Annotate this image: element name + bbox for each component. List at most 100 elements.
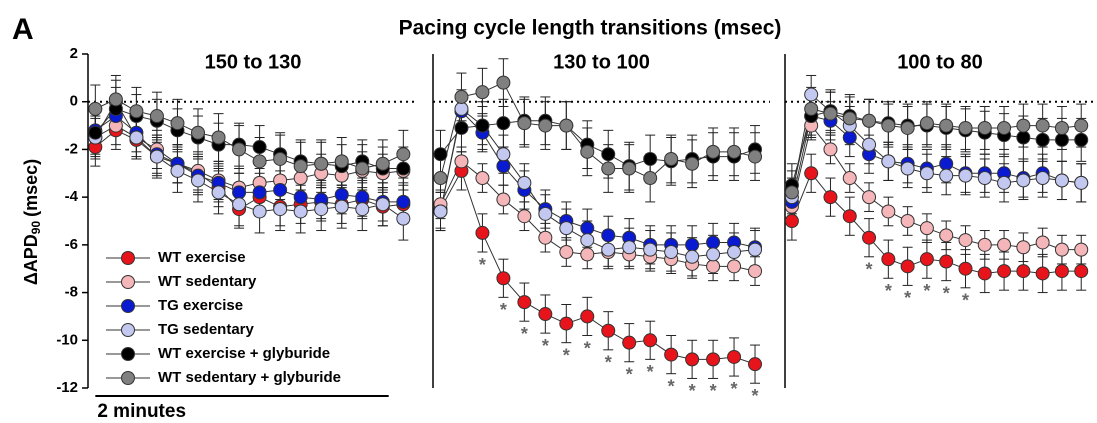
y-tick-label: -2: [65, 140, 78, 157]
data-point: [804, 166, 819, 181]
legend-label: TG sedentary: [158, 321, 255, 338]
data-point: [685, 156, 700, 171]
data-point: [643, 242, 658, 257]
data-point: [580, 247, 595, 262]
data-point: [454, 154, 469, 169]
data-point: [396, 211, 411, 226]
data-point: [517, 116, 532, 131]
data-point: [727, 349, 742, 364]
data-point: [88, 101, 103, 116]
data-point: [997, 237, 1012, 252]
data-point: [881, 204, 896, 219]
data-point: [601, 242, 616, 257]
data-point: [396, 194, 411, 209]
data-point: [580, 221, 595, 236]
panel-title: 130 to 100: [553, 51, 650, 73]
data-point: [1074, 132, 1089, 147]
y-tick-label: -6: [65, 236, 78, 253]
data-point: [355, 190, 370, 205]
data-point: [496, 75, 511, 90]
panel-title: 100 to 80: [897, 51, 983, 73]
data-point: [1054, 120, 1069, 135]
data-point: [580, 233, 595, 248]
data-point: [919, 116, 934, 131]
data-point: [958, 120, 973, 135]
data-point: [842, 111, 857, 126]
data-point: [375, 197, 390, 212]
data-point: [977, 171, 992, 186]
significance-star: *: [962, 291, 969, 311]
data-point: [252, 154, 267, 169]
data-point: [842, 130, 857, 145]
data-point: [1074, 242, 1089, 257]
significance-star: *: [904, 288, 911, 308]
data-point: [149, 109, 164, 124]
data-point: [375, 156, 390, 171]
y-tick-label: -8: [65, 284, 78, 301]
significance-star: *: [584, 338, 591, 358]
data-point: [454, 101, 469, 116]
data-point: [129, 130, 144, 145]
data-point: [997, 264, 1012, 279]
data-point: [601, 323, 616, 338]
data-point: [314, 156, 329, 171]
significance-star: *: [731, 379, 738, 399]
data-point: [900, 120, 915, 135]
legend-marker: [121, 323, 135, 337]
series-line: [791, 124, 1082, 251]
data-point: [804, 87, 819, 102]
data-point: [1035, 132, 1050, 147]
scale-bar-label: 2 minutes: [97, 401, 186, 422]
data-point: [748, 242, 763, 257]
data-point: [252, 204, 267, 219]
significance-star: *: [668, 376, 675, 396]
data-point: [881, 154, 896, 169]
panel-label: A: [12, 13, 34, 46]
data-point: [748, 264, 763, 279]
series-line: [440, 169, 756, 365]
data-point: [232, 197, 247, 212]
significance-star: *: [521, 324, 528, 344]
data-point: [862, 137, 877, 152]
data-point: [580, 144, 595, 159]
data-point: [433, 204, 448, 219]
data-point: [706, 144, 721, 159]
significance-star: *: [885, 281, 892, 301]
data-point: [1074, 175, 1089, 190]
data-point: [1074, 118, 1089, 133]
data-point: [252, 185, 267, 200]
figure-title: Pacing cycle length transitions (msec): [399, 17, 782, 40]
data-point: [108, 92, 123, 107]
significance-star: *: [943, 283, 950, 303]
data-point: [517, 175, 532, 190]
significance-star: *: [752, 386, 759, 406]
legend-marker: [121, 275, 135, 289]
series-line: [94, 100, 404, 220]
significance-star: *: [542, 336, 549, 356]
series-line: [95, 129, 404, 210]
data-point: [748, 357, 763, 372]
data-point: [706, 247, 721, 262]
y-label-sub: 90: [29, 221, 43, 235]
data-point: [1016, 130, 1031, 145]
legend-label: WT exercise: [158, 249, 246, 266]
data-point: [396, 147, 411, 162]
data-point: [454, 89, 469, 104]
data-point: [293, 190, 308, 205]
data-point: [823, 106, 838, 121]
data-point: [939, 118, 954, 133]
legend-marker: [121, 299, 135, 313]
data-point: [643, 171, 658, 186]
series-line: [95, 98, 404, 170]
data-point: [517, 295, 532, 310]
data-point: [804, 101, 819, 116]
data-point: [823, 142, 838, 157]
series-line: [95, 115, 404, 203]
y-axis-label: ΔAPD90 (msec): [21, 159, 43, 285]
data-point: [919, 221, 934, 236]
data-point: [355, 161, 370, 176]
y-tick-label: -10: [56, 331, 78, 348]
data-point: [900, 214, 915, 228]
series-line: [791, 108, 1082, 193]
data-point: [433, 171, 448, 186]
